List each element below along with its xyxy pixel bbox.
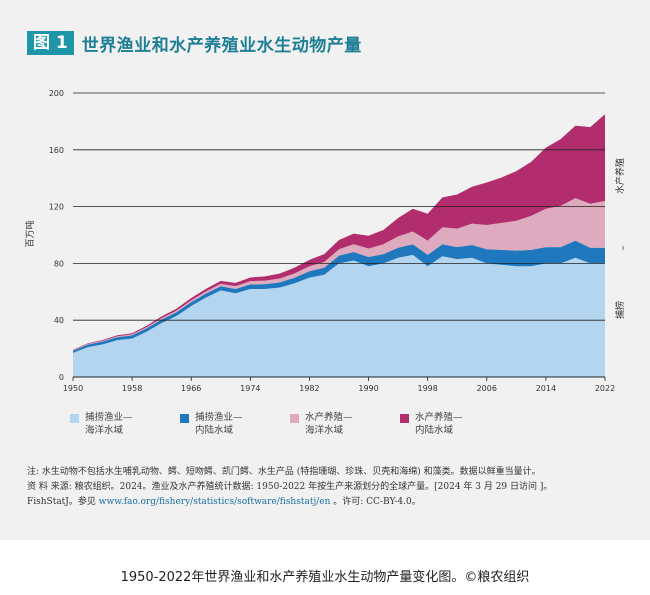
legend-label-line1: 捕捞渔业— [195,412,243,423]
legend-label-line2: 内陆水域 [415,425,454,436]
y-axis-label: 百万吨 [24,220,36,247]
x-tick-label: 2006 [477,384,497,393]
legend-label-line2: 内陆水域 [195,425,234,436]
area-series-4 [73,114,605,351]
legend-swatch [180,414,189,423]
legend-label: 捕捞渔业— 内陆水域 [195,411,243,437]
legend-label-line1: 水产养殖— [415,412,463,423]
x-tick-label: 2022 [595,384,615,393]
legend-item-aquaculture-inland: 水产养殖— 内陆水域 [400,411,463,437]
aquaculture-annotation: 水产养殖 [614,158,626,194]
footnote-prefix: FishStatJ。参见 [27,497,96,507]
y-tick-label: 200 [49,89,64,98]
footnote-line-1: 注: 水生动物不包括水生哺乳动物、鳄、短吻鳄、凯门鳄、水生产品 (特指珊瑚、珍珠… [27,467,541,477]
chart-legend: 捕捞渔业— 海洋水域 捕捞渔业— 内陆水域 水产养殖— 海洋水域 水产养殖— 内… [70,411,510,441]
footnote-line-3: FishStatJ。参见 www.fao.org/fishery/statist… [27,495,627,510]
right-annotations: 水产养殖 捕捞 [614,158,626,319]
x-tick-label: 1950 [63,384,83,393]
capture-annotation: 捕捞 [614,301,626,319]
y-axis-ticks: 0 40 80 120 160 200 [49,89,64,382]
legend-swatch [290,414,299,423]
figure-footnote: 注: 水生动物不包括水生哺乳动物、鳄、短吻鳄、凯门鳄、水生产品 (特指珊瑚、珍珠… [27,465,627,510]
x-tick-label: 1966 [181,384,201,393]
y-tick-label: 80 [54,259,64,268]
x-tick-label: 2014 [536,384,556,393]
x-tick-label: 1974 [240,384,260,393]
legend-label-line1: 水产养殖— [305,412,353,423]
figure-badge: 图 1 [27,31,74,55]
legend-label: 水产养殖— 海洋水域 [305,411,353,437]
legend-swatch [70,414,79,423]
y-tick-label: 160 [49,146,64,155]
legend-label-line1: 捕捞渔业— [85,412,133,423]
legend-label-line2: 海洋水域 [305,425,344,436]
legend-item-capture-inland: 捕捞渔业— 内陆水域 [180,411,243,437]
figure-title: 世界渔业和水产养殖业水生动物产量 [81,35,362,56]
x-tick-label: 1982 [299,384,319,393]
x-tick-label: 1990 [358,384,378,393]
area-series-3 [73,198,605,351]
x-tick-label: 1958 [122,384,142,393]
figure-header: 图 1 世界渔业和水产养殖业水生动物产量 [27,30,362,56]
y-tick-label: 0 [59,373,64,382]
x-tick-label: 1998 [417,384,437,393]
footnote-line-2: 资 料 来源: 粮农组织。2024。渔业及水产养殖统计数据: 1950-2022… [27,482,553,492]
area-series-1 [73,254,605,377]
legend-item-capture-marine: 捕捞渔业— 海洋水域 [70,411,133,437]
y-tick-label: 120 [49,203,64,212]
legend-label: 水产养殖— 内陆水域 [415,411,463,437]
legend-swatch [400,414,409,423]
legend-label: 捕捞渔业— 海洋水域 [85,411,133,437]
fishstatj-link[interactable]: www.fao.org/fishery/statistics/software/… [98,497,331,507]
area-layer [73,114,605,377]
x-axis-ticks: 1950 1958 1966 1974 1982 1990 1998 2006 2014 2022 [63,377,615,393]
legend-item-aquaculture-marine: 水产养殖— 海洋水域 [290,411,353,437]
footnote-suffix: 。许可: CC-BY-4.0。 [333,497,421,507]
y-tick-label: 40 [54,316,64,325]
legend-label-line2: 海洋水域 [85,425,124,436]
image-caption: 1950-2022年世界渔业和水产养殖业水生动物产量变化图。©粮农组织 [120,570,530,585]
grid-layer [73,92,605,378]
